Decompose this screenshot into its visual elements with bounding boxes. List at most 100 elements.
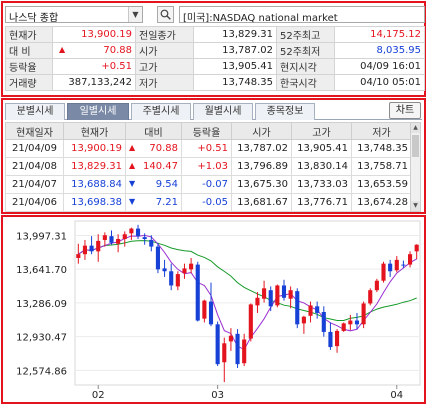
candle-body	[248, 304, 253, 339]
cell-text: 21/04/08	[12, 161, 57, 172]
column-header[interactable]: 대비	[125, 122, 182, 140]
table-row[interactable]: 21/04/08 13,829.31 ▲ 140.47 +1.03 13,796.89 13…	[5, 157, 412, 176]
info-value: 13,900.19	[52, 26, 136, 43]
info-label-text: 고가	[139, 63, 158, 74]
candle-body	[255, 297, 260, 306]
tab-minute[interactable]: 분별시세	[5, 103, 65, 120]
info-value: ▲ 70.88	[52, 42, 136, 59]
table-row[interactable]: 21/04/07 13,688.84 ▼ 9.54 -0.07 13,675.30 13,7…	[5, 175, 412, 194]
candle-body	[301, 316, 306, 324]
cell-text: -0.05	[202, 197, 228, 208]
candle-body	[129, 228, 134, 234]
candle-body	[394, 259, 399, 271]
cell-change: ▼ 7.21	[125, 193, 182, 212]
candlestick-chart[interactable]: 13,997.31 13,641.70 13,286.09 12,930.47 12,5…	[3, 217, 424, 402]
cell-text: 13,733.03	[297, 179, 348, 190]
cell-rate: +0.51	[181, 139, 232, 158]
cell-text: 13,653.59	[357, 179, 408, 190]
info-label-text: 대 비	[9, 47, 31, 58]
index-select[interactable]: 나스닥 종합 ▼	[5, 6, 143, 24]
candle-body	[308, 305, 313, 316]
column-header[interactable]: 현재가	[63, 122, 126, 140]
info-value: 13,829.31	[193, 26, 277, 43]
candle-body	[169, 271, 174, 286]
quote-info-table: 현재가 13,900.19 전일종가 13,829.31 52주최고 14,175.12 대…	[5, 26, 425, 91]
cell-text: 13,698.38	[71, 197, 122, 208]
info-label-text: 저가	[139, 79, 158, 90]
candle-body	[414, 244, 419, 252]
table-row[interactable]: 21/04/09 13,900.19 ▲ 70.88 +0.51 13,787.02 13,…	[5, 139, 412, 158]
cell-text: 9.54	[155, 179, 178, 190]
moving-average-long-line	[78, 240, 417, 321]
info-label: 고가	[135, 58, 194, 75]
cell-text: 13,674.28	[357, 197, 408, 208]
candle-body	[155, 246, 160, 270]
y-tick-label: 13,641.70	[16, 265, 67, 276]
info-label-text: 거래량	[9, 79, 37, 90]
candle-body	[321, 312, 326, 332]
tab-stock-info[interactable]: 종목정보	[255, 103, 315, 120]
search-button[interactable]	[157, 6, 174, 23]
info-label: 52주최고	[276, 26, 335, 43]
down-triangle-icon: ▼	[129, 197, 136, 206]
candle-body	[102, 235, 107, 240]
candle-body	[89, 245, 94, 252]
info-label: 시가	[135, 42, 194, 59]
info-value: 04/09 16:01	[334, 58, 425, 75]
vertical-scrollbar[interactable]: ▲ ▼	[410, 122, 421, 212]
info-row: 등락율 +0.51 고가 13,905.41 현지시각 04/09 16:01	[5, 58, 425, 75]
cell-change: ▲ 140.47	[125, 157, 182, 176]
column-header[interactable]: 등락율	[181, 122, 232, 140]
scroll-thumb[interactable]	[412, 135, 419, 157]
cell-open: 13,787.02	[231, 139, 292, 158]
info-label: 한국시각	[276, 74, 335, 91]
quote-info-panel: 나스닥 종합 ▼ [미국]:NASDAQ national market 현재가…	[1, 1, 426, 97]
scroll-up-icon[interactable]: ▲	[411, 123, 420, 133]
market-title: [미국]:NASDAQ national market	[179, 6, 425, 24]
cell-close: 13,829.31	[63, 157, 126, 176]
info-value: 13,787.02	[193, 42, 277, 59]
cell-date: 21/04/06	[5, 193, 64, 212]
x-tick-label: 02	[92, 390, 105, 401]
tab-daily[interactable]: 일별시세	[67, 103, 129, 120]
column-header[interactable]: 시가	[231, 122, 292, 140]
tab-monthly[interactable]: 월별시세	[193, 103, 253, 120]
chart-panel: 13,997.31 13,641.70 13,286.09 12,930.47 12,5…	[1, 215, 426, 404]
scroll-down-icon[interactable]: ▼	[411, 201, 420, 211]
tab-bar: 분별시세 일별시세 주별시세 월별시세 종목정보	[5, 103, 422, 120]
column-header[interactable]: 현재일자	[5, 122, 64, 140]
info-value-text: +0.51	[101, 61, 132, 72]
candle-body	[407, 254, 413, 265]
cell-close: 13,900.19	[63, 139, 126, 158]
column-header[interactable]: 고가	[291, 122, 352, 140]
column-header[interactable]: 저가	[351, 122, 412, 140]
info-label: 등락율	[5, 58, 53, 75]
candle-body	[275, 285, 280, 306]
search-icon	[160, 9, 171, 20]
info-label-text: 한국시각	[280, 79, 317, 90]
info-label: 거래량	[5, 74, 53, 91]
up-triangle-icon: ▲	[129, 143, 136, 152]
candle-body	[295, 291, 300, 325]
down-triangle-icon: ▼	[129, 179, 136, 188]
info-value-text: 13,787.02	[222, 45, 273, 56]
info-row: 대 비 ▲ 70.88 시가 13,787.02 52주최저 8,035.95	[5, 42, 425, 59]
chart-button[interactable]: 차트	[389, 102, 421, 119]
index-select-value: 나스닥 종합	[9, 13, 59, 24]
cell-text: 13,675.30	[237, 179, 288, 190]
table-row[interactable]: 21/04/06 13,698.38 ▼ 7.21 -0.05 13,681.67 13,7…	[5, 193, 412, 212]
info-label: 현지시각	[276, 58, 335, 75]
tab-weekly[interactable]: 주별시세	[131, 103, 191, 120]
info-value: 13,748.35	[193, 74, 277, 91]
candle-body	[335, 330, 340, 347]
candle-body	[175, 274, 180, 287]
info-label: 현재가	[5, 26, 53, 43]
info-value-text: 387,133,242	[68, 77, 132, 88]
info-label-text: 현지시각	[280, 63, 317, 74]
info-value-text: 13,829.31	[222, 29, 273, 40]
cell-date: 21/04/08	[5, 157, 64, 176]
candle-body	[374, 280, 379, 291]
cell-open: 13,675.30	[231, 175, 292, 194]
chevron-down-icon[interactable]: ▼	[128, 7, 142, 22]
info-label: 52주최저	[276, 42, 335, 59]
